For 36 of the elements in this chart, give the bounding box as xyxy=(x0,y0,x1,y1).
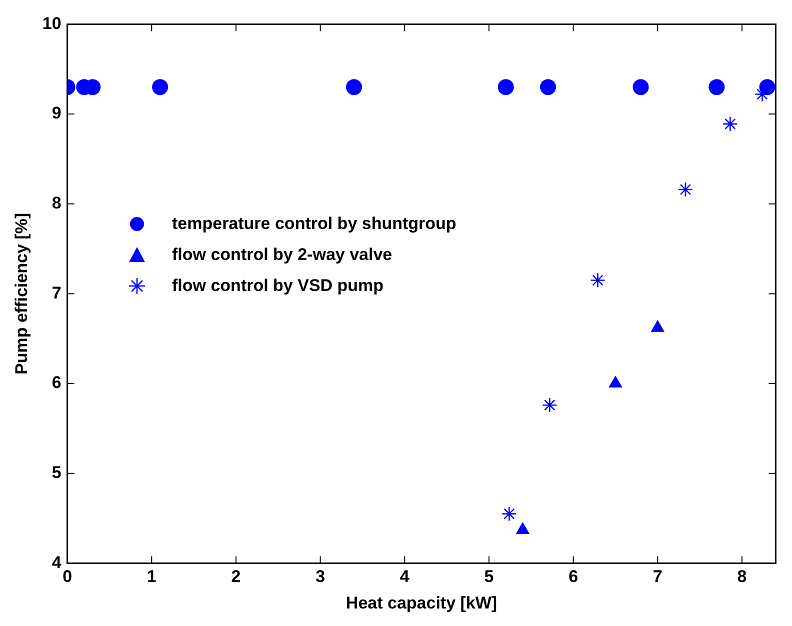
x-tick-label: 3 xyxy=(316,567,326,586)
legend-label: flow control by 2-way valve xyxy=(172,244,392,264)
x-axis-title: Heat capacity [kW] xyxy=(346,593,498,612)
y-tick-label: 6 xyxy=(52,373,62,392)
legend-label: temperature control by shuntgroup xyxy=(172,214,456,234)
x-tick-label: 7 xyxy=(652,567,662,586)
legend-label: flow control by VSD pump xyxy=(172,276,384,296)
x-tick-label: 6 xyxy=(568,567,578,586)
y-tick-label: 8 xyxy=(52,194,62,213)
point xyxy=(608,376,622,388)
point xyxy=(346,79,362,96)
y-tick-label: 9 xyxy=(52,104,62,123)
point xyxy=(516,522,530,534)
y-tick-label: 10 xyxy=(42,14,62,33)
point xyxy=(590,272,606,288)
y-tick-label: 4 xyxy=(52,552,62,572)
point xyxy=(759,79,776,96)
y-tick-label: 7 xyxy=(52,283,62,302)
x-tick-label: 5 xyxy=(484,567,494,586)
point xyxy=(632,79,649,96)
point xyxy=(152,79,168,96)
point xyxy=(540,79,556,96)
point xyxy=(502,506,517,522)
x-tick-label: 8 xyxy=(737,567,747,586)
y-axis-title: Pump efficiency [%] xyxy=(12,212,31,374)
x-tick-label: 2 xyxy=(231,567,241,586)
point xyxy=(722,116,738,132)
x-tick-label: 4 xyxy=(400,567,410,586)
x-tick-label: 1 xyxy=(146,567,156,586)
x-tick-label: 0 xyxy=(62,567,72,586)
point xyxy=(708,79,725,96)
point xyxy=(498,79,514,96)
point xyxy=(542,397,558,413)
point xyxy=(678,182,694,198)
y-tick-label: 5 xyxy=(52,463,62,482)
point xyxy=(754,86,770,102)
